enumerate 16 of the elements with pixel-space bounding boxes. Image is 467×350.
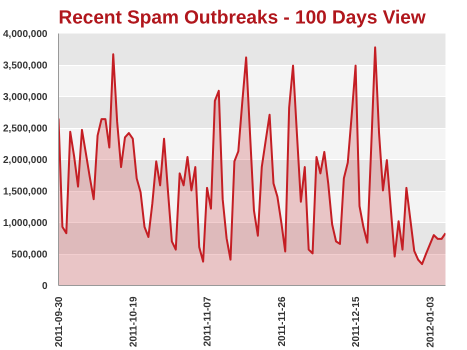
x-tick-label: 2011-12-15 <box>351 296 362 348</box>
y-tick-label: 1,500,000 <box>3 186 48 198</box>
x-tick-label: 2012-01-03 <box>425 296 436 348</box>
x-tick-label: 2011-10-19 <box>128 296 140 348</box>
y-tick-label: 2,500,000 <box>3 124 48 134</box>
x-tick-label: 2011-11-26 <box>276 296 288 347</box>
y-tick-label: 3,500,000 <box>3 60 48 72</box>
y-tick-label: 500,000 <box>11 250 48 260</box>
x-tick-label: 2011-11-07 <box>202 296 214 347</box>
y-tick-label: 4,000,000 <box>3 29 48 40</box>
y-tick-label: 3,000,000 <box>3 92 48 103</box>
y-tick-label: 0 <box>42 281 48 292</box>
y-tick-label: 2,000,000 <box>3 155 48 166</box>
chart-title: Recent Spam Outbreaks - 100 Days View <box>58 8 426 28</box>
y-tick-label: 1,000,000 <box>3 218 48 229</box>
x-tick-label: 2011-09-30 <box>54 296 65 348</box>
